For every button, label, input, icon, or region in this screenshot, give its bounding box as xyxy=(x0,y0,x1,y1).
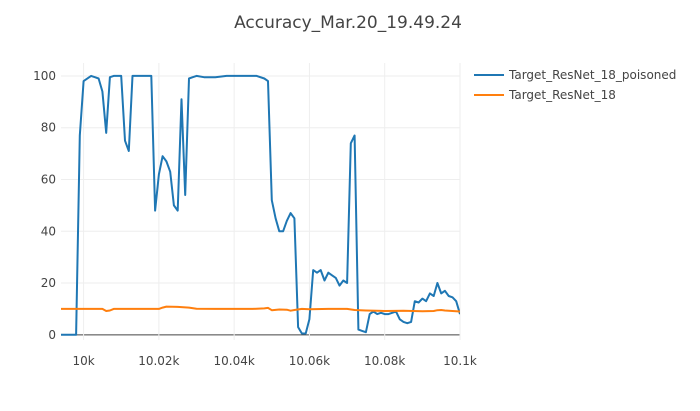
axis-layer: 0 20 40 60 80 100 10k 10.02k 10.04k 10.06k 10.08k 1… xyxy=(33,69,477,368)
y-tick-label: 80 xyxy=(41,121,56,135)
y-tick-label: 20 xyxy=(41,276,56,290)
x-tick-label: 10.1k xyxy=(443,354,477,368)
series-line-1 xyxy=(61,305,460,313)
legend-item[interactable]: Target_ResNet_18 xyxy=(474,88,616,102)
legend-label: Target_ResNet_18_poisoned xyxy=(508,68,676,82)
x-tick-label: 10.02k xyxy=(138,354,179,368)
chart-title: Accuracy_Mar.20_19.49.24 xyxy=(234,13,462,33)
x-tick-label: 10.04k xyxy=(213,354,254,368)
y-tick-label: 100 xyxy=(33,69,56,83)
legend-item[interactable]: Target_ResNet_18_poisoned xyxy=(474,68,676,82)
x-tick-label: 10.08k xyxy=(364,354,405,368)
grid-layer xyxy=(61,63,461,340)
x-tick-label: 10.06k xyxy=(289,354,330,368)
series-layer xyxy=(61,74,460,336)
x-tick-label: 10k xyxy=(72,354,94,368)
y-tick-label: 0 xyxy=(48,328,56,342)
series-line-0 xyxy=(61,74,460,336)
legend-label: Target_ResNet_18 xyxy=(508,88,616,102)
y-tick-label: 60 xyxy=(41,172,56,186)
legend[interactable]: Target_ResNet_18_poisoned Target_ResNet_1… xyxy=(474,68,676,102)
y-tick-label: 40 xyxy=(41,224,56,238)
